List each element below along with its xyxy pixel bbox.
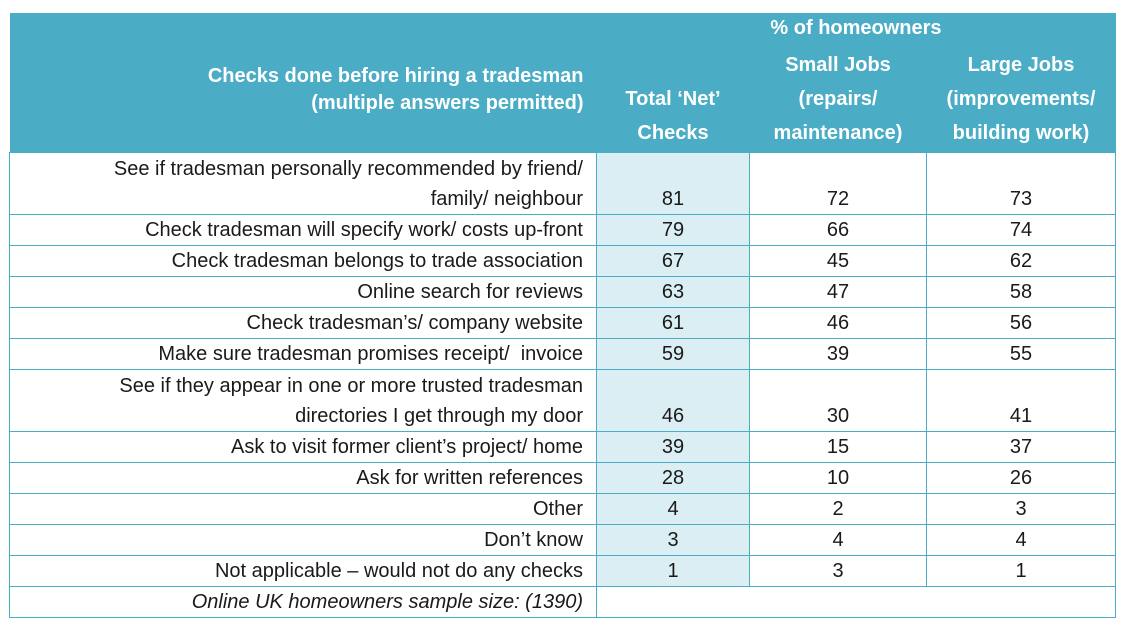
small-jobs-value: 3 <box>749 555 927 587</box>
col-header-large-line1: Large Jobs <box>967 54 1075 76</box>
small-jobs-value: 72 <box>749 152 927 215</box>
small-jobs-value: 15 <box>749 431 927 463</box>
row-label-header-line2: (multiple answers permitted) <box>311 91 584 114</box>
row-label-line1: See if they appear in one or more truste… <box>119 375 583 397</box>
survey-table: Checks done before hiring a tradesman (m… <box>9 13 1116 618</box>
row-label: Ask to visit former client’s project/ ho… <box>9 431 597 463</box>
net-value: 79 <box>596 214 750 246</box>
large-jobs-value: 41 <box>926 369 1116 432</box>
table-row: Not applicable – would not do any checks… <box>9 555 1116 587</box>
col-header-large: Large Jobs (improvements/ building work) <box>926 44 1116 153</box>
net-value: 1 <box>596 555 750 587</box>
small-jobs-value: 47 <box>749 276 927 308</box>
col-header-small-line1: Small Jobs <box>785 54 891 76</box>
net-value: 81 <box>596 152 750 215</box>
large-jobs-value: 74 <box>926 214 1116 246</box>
net-value: 28 <box>596 462 750 494</box>
row-label-header-line1: Checks done before hiring a tradesman <box>207 64 584 87</box>
large-jobs-value: 58 <box>926 276 1116 308</box>
net-value: 46 <box>596 369 750 432</box>
net-value: 61 <box>596 307 750 339</box>
col-header-net-line1: Total ‘Net’ <box>625 88 721 110</box>
row-label-line2: family/ neighbour <box>430 188 583 210</box>
col-header-net: Total ‘Net’ Checks <box>596 44 750 153</box>
small-jobs-value: 45 <box>749 245 927 277</box>
header-row-group: Checks done before hiring a tradesman (m… <box>9 13 1116 153</box>
row-label: Check tradesman will specify work/ costs… <box>9 214 597 246</box>
net-value: 59 <box>596 338 750 370</box>
row-label: Ask for written references <box>9 462 597 494</box>
large-jobs-value: 4 <box>926 524 1116 556</box>
row-label: Other <box>9 493 597 525</box>
net-value: 4 <box>596 493 750 525</box>
small-jobs-value: 39 <box>749 338 927 370</box>
header-row-columns: Total ‘Net’ Checks Small Jobs (repairs/ … <box>10 44 1116 153</box>
small-jobs-value: 66 <box>749 214 927 246</box>
large-jobs-value: 37 <box>926 431 1116 463</box>
table-row: Ask for written references 28 10 26 <box>9 462 1116 494</box>
table-row: Other 4 2 3 <box>9 493 1116 525</box>
row-label: See if they appear in one or more truste… <box>9 369 597 432</box>
large-jobs-value: 3 <box>926 493 1116 525</box>
row-label: See if tradesman personally recommended … <box>9 152 597 215</box>
col-header-large-line2: (improvements/ <box>946 88 1096 110</box>
small-jobs-value: 46 <box>749 307 927 339</box>
footer-row: Online UK homeowners sample size: (1390) <box>9 586 1116 618</box>
table-row: Check tradesman belongs to trade associa… <box>9 245 1116 277</box>
table-header: Checks done before hiring a tradesman (m… <box>9 13 1116 153</box>
large-jobs-value: 55 <box>926 338 1116 370</box>
net-value: 63 <box>596 276 750 308</box>
col-header-large-line3: building work) <box>952 122 1090 144</box>
col-header-small-line3: maintenance) <box>773 122 903 144</box>
net-value: 67 <box>596 245 750 277</box>
table-row: Make sure tradesman promises receipt/ in… <box>9 338 1116 370</box>
table-row: Ask to visit former client’s project/ ho… <box>9 431 1116 463</box>
table-row: See if they appear in one or more truste… <box>9 369 1116 432</box>
table-body: See if tradesman personally recommended … <box>9 152 1116 587</box>
large-jobs-value: 26 <box>926 462 1116 494</box>
small-jobs-value: 30 <box>749 369 927 432</box>
table-row: Check tradesman will specify work/ costs… <box>9 214 1116 246</box>
large-jobs-value: 56 <box>926 307 1116 339</box>
footer-blank-cell <box>596 586 1116 618</box>
row-label: Check tradesman’s/ company website <box>9 307 597 339</box>
row-label: Online search for reviews <box>9 276 597 308</box>
row-label: Make sure tradesman promises receipt/ in… <box>9 338 597 370</box>
large-jobs-value: 1 <box>926 555 1116 587</box>
row-label: Check tradesman belongs to trade associa… <box>9 245 597 277</box>
row-label-line2: directories I get through my door <box>295 405 583 427</box>
small-jobs-value: 2 <box>749 493 927 525</box>
survey-table-container: Checks done before hiring a tradesman (m… <box>9 13 1116 618</box>
col-header-small-line2: (repairs/ <box>798 88 878 110</box>
net-value: 3 <box>596 524 750 556</box>
large-jobs-value: 73 <box>926 152 1116 215</box>
net-value: 39 <box>596 431 750 463</box>
col-header-net-line2: Checks <box>637 122 709 144</box>
table-row: Don’t know 3 4 4 <box>9 524 1116 556</box>
table-row: Online search for reviews 63 47 58 <box>9 276 1116 308</box>
small-jobs-value: 4 <box>749 524 927 556</box>
large-jobs-value: 62 <box>926 245 1116 277</box>
table-row: Check tradesman’s/ company website 61 46… <box>9 307 1116 339</box>
col-header-small: Small Jobs (repairs/ maintenance) <box>749 44 927 153</box>
row-label-line1: See if tradesman personally recommended … <box>113 158 583 180</box>
row-label: Don’t know <box>9 524 597 556</box>
sample-size-note: Online UK homeowners sample size: (1390) <box>9 586 597 618</box>
row-label: Not applicable – would not do any checks <box>9 555 597 587</box>
group-header: % of homeowners <box>596 13 1116 44</box>
table-footer: Online UK homeowners sample size: (1390) <box>9 586 1116 618</box>
row-label-header: Checks done before hiring a tradesman (m… <box>9 13 597 153</box>
small-jobs-value: 10 <box>749 462 927 494</box>
table-row: See if tradesman personally recommended … <box>9 152 1116 215</box>
